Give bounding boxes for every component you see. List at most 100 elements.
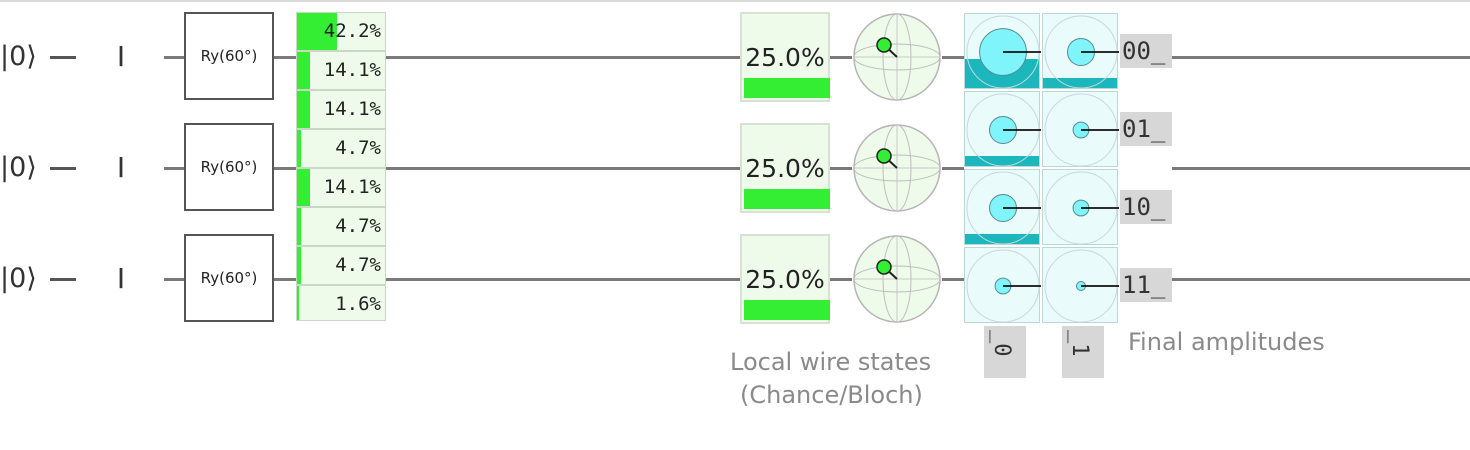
- chance-display[interactable]: 25.0%: [740, 123, 830, 213]
- chance-percentage: 25.0%: [745, 43, 825, 72]
- identity-gate[interactable]: I: [110, 37, 132, 77]
- wire-0-segment: [1172, 56, 1470, 59]
- amplitude-cell[interactable]: [1042, 13, 1119, 89]
- ry-rotation-gate[interactable]: Ry(60°): [184, 123, 274, 211]
- chance-bar: [744, 300, 830, 320]
- wire-1-segment: [830, 167, 852, 170]
- amplitude-phasor: [1044, 249, 1119, 323]
- amplitude-cell[interactable]: [964, 13, 1041, 89]
- probability-bar: [297, 52, 311, 89]
- bloch-sphere-icon: [853, 235, 941, 323]
- amplitude-column-label: _0: [984, 326, 1026, 378]
- ry-rotation-gate[interactable]: Ry(60°): [184, 12, 274, 100]
- probability-label: 14.1%: [323, 98, 381, 120]
- probability-cell[interactable]: 14.1%: [296, 51, 386, 90]
- probability-cell[interactable]: 14.1%: [296, 90, 386, 129]
- chance-percentage: 25.0%: [745, 265, 825, 294]
- probability-cell[interactable]: 4.7%: [296, 246, 386, 285]
- wire-2-segment: [942, 278, 964, 281]
- probability-label: 42.2%: [323, 20, 381, 42]
- amplitude-probability-bar: [965, 234, 1039, 244]
- local-wire-states-caption-line2: (Chance/Bloch): [740, 381, 923, 409]
- bloch-sphere-display[interactable]: [852, 12, 942, 102]
- bloch-state-point: [876, 37, 892, 53]
- bloch-state-point: [876, 148, 892, 164]
- amplitude-row-label: 00_: [1120, 34, 1172, 68]
- probability-bar: [297, 286, 299, 320]
- chance-bar: [744, 78, 830, 98]
- chance-display[interactable]: 25.0%: [740, 12, 830, 102]
- wire-1-segment: [942, 167, 964, 170]
- probability-cell[interactable]: 14.1%: [296, 168, 386, 207]
- wire-2-segment: [830, 278, 852, 281]
- wire-2-segment: [274, 278, 296, 281]
- amplitude-phasor: [1044, 15, 1119, 89]
- probability-bar: [297, 169, 311, 206]
- wire-1-segment: [164, 167, 184, 170]
- ry-gate-label: Ry(60°): [200, 269, 258, 287]
- probability-label: 4.7%: [335, 137, 381, 159]
- bloch-sphere-icon: [853, 13, 941, 101]
- input-wire-stub: [50, 56, 76, 59]
- amplitude-cell[interactable]: [964, 247, 1041, 323]
- amplitude-column-label: _1: [1062, 326, 1104, 378]
- chance-display[interactable]: 25.0%: [740, 234, 830, 324]
- ry-rotation-gate[interactable]: Ry(60°): [184, 234, 274, 322]
- input-wire-stub: [50, 167, 76, 170]
- chance-percentage: 25.0%: [745, 154, 825, 183]
- ry-gate-label: Ry(60°): [200, 47, 258, 65]
- amplitude-phasor: [966, 93, 1041, 167]
- amplitude-row-label: 10_: [1120, 190, 1172, 224]
- local-wire-states-caption-line1: Local wire states: [730, 348, 932, 376]
- probability-label: 14.1%: [323, 59, 381, 81]
- amplitude-cell[interactable]: [1042, 247, 1119, 323]
- chance-bar: [744, 189, 830, 209]
- probability-cell[interactable]: 1.6%: [296, 285, 386, 321]
- amplitude-phasor: [966, 249, 1041, 323]
- amplitude-cell[interactable]: [964, 91, 1041, 167]
- probability-label: 4.7%: [335, 215, 381, 237]
- identity-gate[interactable]: I: [110, 259, 132, 299]
- probability-cell[interactable]: 4.7%: [296, 129, 386, 168]
- top-border: [0, 0, 1470, 2]
- input-wire-stub: [50, 278, 76, 281]
- amplitude-column-label-text: _0: [989, 330, 1014, 357]
- wire-0-segment: [386, 56, 740, 59]
- probability-label: 14.1%: [323, 176, 381, 198]
- amplitude-phasor: [966, 171, 1041, 245]
- initial-state-ket[interactable]: |0⟩: [0, 150, 46, 186]
- probability-cell[interactable]: 4.7%: [296, 207, 386, 246]
- identity-gate[interactable]: I: [110, 148, 132, 188]
- initial-state-ket[interactable]: |0⟩: [0, 39, 46, 75]
- initial-state-ket[interactable]: |0⟩: [0, 261, 46, 297]
- amplitude-row-label: 11_: [1120, 268, 1172, 302]
- amplitude-cell[interactable]: [1042, 169, 1119, 245]
- amplitude-row-label: 01_: [1120, 112, 1172, 146]
- probability-bar: [297, 130, 302, 167]
- wire-2-segment: [164, 278, 184, 281]
- bloch-sphere-display[interactable]: [852, 234, 942, 324]
- probability-label: 4.7%: [335, 254, 381, 276]
- wire-1-segment: [274, 167, 296, 170]
- amplitude-phasor: [1044, 171, 1119, 245]
- probability-bar: [297, 247, 302, 284]
- wire-2-segment: [1172, 278, 1470, 281]
- bloch-sphere-icon: [853, 124, 941, 212]
- wire-0-segment: [830, 56, 852, 59]
- local-wire-states-caption: Local wire states (Chance/Bloch): [730, 346, 970, 412]
- ry-gate-label: Ry(60°): [200, 158, 258, 176]
- probability-bar: [297, 13, 337, 50]
- amplitude-probability-bar: [965, 156, 1039, 166]
- wire-1-segment: [386, 167, 740, 170]
- amplitude-cell[interactable]: [964, 169, 1041, 245]
- probability-cell[interactable]: 42.2%: [296, 12, 386, 51]
- wire-0-segment: [942, 56, 964, 59]
- wire-0-segment: [274, 56, 296, 59]
- amplitude-phasor: [1044, 93, 1119, 167]
- wire-0-segment: [164, 56, 184, 59]
- probability-label: 1.6%: [335, 293, 381, 315]
- amplitude-cell[interactable]: [1042, 91, 1119, 167]
- bloch-sphere-display[interactable]: [852, 123, 942, 213]
- wire-2-segment: [386, 278, 740, 281]
- probability-bar: [297, 208, 302, 245]
